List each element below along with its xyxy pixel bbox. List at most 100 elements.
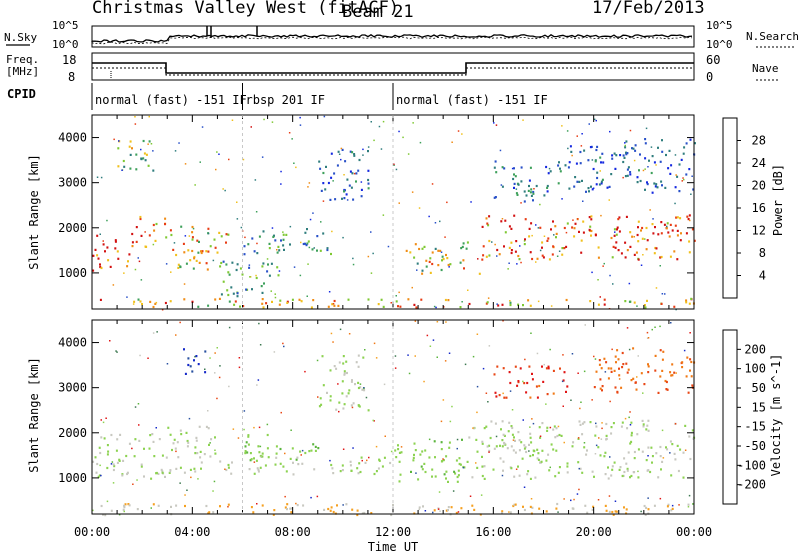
- echo-cell: [100, 504, 103, 508]
- echo-cell: [637, 240, 640, 243]
- echo-cell: [668, 149, 671, 152]
- echo-cell: [495, 435, 498, 438]
- echo-cell: [310, 306, 313, 309]
- echo-cell: [445, 470, 448, 473]
- echo-cell: [199, 456, 202, 459]
- echo-cell: [280, 411, 282, 414]
- echo-cell: [640, 372, 643, 375]
- echo-cell: [195, 436, 198, 439]
- echo-cell: [236, 263, 239, 266]
- echo-cell: [154, 302, 157, 305]
- echo-cell: [554, 225, 557, 228]
- echo-cell: [258, 451, 261, 454]
- freq-strip: Freq. [MHz] 18 8 60 0 Nave: [6, 52, 780, 84]
- echo-cell: [622, 176, 624, 179]
- echo-cell: [518, 449, 521, 452]
- echo-cell: [550, 443, 553, 446]
- echo-cell: [439, 220, 441, 223]
- echo-cell: [461, 245, 464, 248]
- echo-cell: [655, 452, 658, 455]
- echo-cell: [320, 189, 323, 192]
- echo-cell: [338, 361, 341, 364]
- echo-cell: [509, 390, 512, 392]
- echo-cell: [253, 250, 256, 253]
- echo-cell: [525, 450, 528, 454]
- echo-cell: [661, 293, 664, 295]
- echo-cell: [129, 153, 132, 156]
- echo-cell: [662, 350, 665, 353]
- echo-cell: [520, 166, 523, 169]
- echo-cell: [547, 365, 550, 368]
- echo-cell: [636, 305, 638, 307]
- echo-cell: [449, 420, 452, 423]
- echo-cell: [193, 257, 196, 260]
- echo-cell: [642, 425, 645, 428]
- echo-cell: [216, 151, 218, 153]
- echo-cell: [278, 270, 281, 272]
- echo-cell: [251, 237, 254, 240]
- echo-cell: [363, 387, 365, 389]
- echo-cell: [352, 402, 355, 405]
- echo-cell: [619, 466, 622, 469]
- echo-cell: [601, 178, 604, 181]
- echo-cell: [514, 451, 517, 454]
- echo-cell: [680, 232, 682, 235]
- echo-cell: [655, 287, 658, 289]
- echo-cell: [537, 227, 540, 229]
- echo-cell: [443, 306, 445, 308]
- echo-cell: [604, 504, 607, 507]
- echo-cell: [654, 326, 656, 328]
- echo-cell: [140, 465, 143, 468]
- echo-cell: [572, 219, 574, 221]
- echo-cell: [522, 119, 524, 121]
- echo-cell: [435, 306, 437, 309]
- echo-cell: [517, 380, 520, 383]
- echo-cell: [532, 422, 535, 425]
- echo-cell: [653, 182, 656, 185]
- echo-cell: [313, 247, 315, 249]
- echo-cell: [116, 461, 119, 464]
- echo-cell: [692, 188, 695, 191]
- colorbar-tick-label: 4: [759, 269, 766, 283]
- power-ylabel: Slant Range [km]: [27, 154, 41, 270]
- echo-cell: [426, 334, 429, 337]
- echo-cell: [511, 426, 514, 430]
- echo-cell: [637, 470, 639, 473]
- echo-cell: [189, 259, 192, 262]
- echo-cell: [607, 367, 610, 370]
- echo-cell: [501, 512, 503, 515]
- echo-cell: [384, 435, 386, 437]
- echo-cell: [512, 449, 515, 452]
- echo-cell: [492, 468, 495, 471]
- echo-cell: [204, 368, 206, 370]
- echo-cell: [483, 465, 486, 468]
- echo-cell: [610, 236, 613, 240]
- echo-cell: [122, 459, 125, 462]
- echo-cell: [345, 503, 348, 506]
- echo-cell: [220, 235, 223, 238]
- echo-cell: [231, 261, 234, 264]
- echo-cell: [580, 239, 583, 242]
- echo-cell: [465, 247, 468, 250]
- echo-cell: [661, 139, 663, 142]
- echo-cell: [683, 146, 686, 149]
- echo-cell: [629, 129, 632, 132]
- echo-cell: [206, 268, 209, 271]
- echo-cell: [565, 245, 568, 248]
- echo-cell: [633, 159, 636, 162]
- echo-cell: [207, 304, 210, 307]
- echo-cell: [277, 274, 280, 277]
- echo-cell: [576, 493, 579, 495]
- echo-cell: [583, 421, 586, 424]
- echo-cell: [531, 418, 533, 420]
- echo-cell: [599, 296, 601, 298]
- echo-cell: [680, 158, 683, 161]
- echo-cell: [304, 370, 306, 373]
- echo-cell: [350, 469, 353, 472]
- echo-cell: [535, 261, 537, 263]
- echo-cell: [685, 375, 688, 378]
- echo-cell: [184, 163, 187, 165]
- echo-cell: [122, 159, 125, 163]
- echo-cell: [620, 386, 623, 389]
